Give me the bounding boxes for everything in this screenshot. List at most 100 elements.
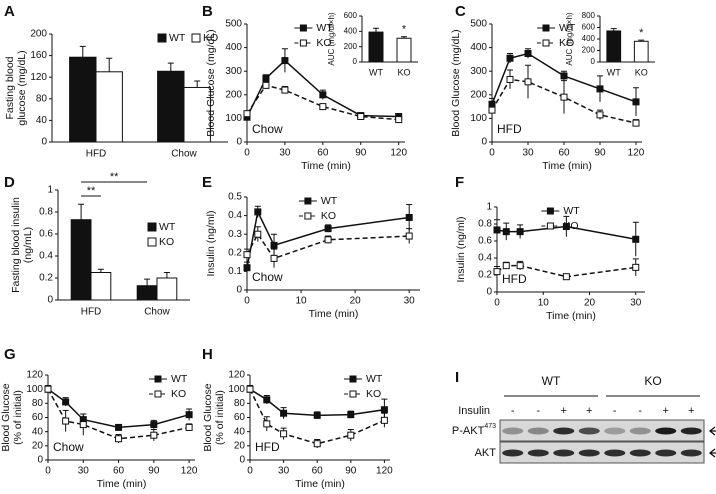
y-tick-label: 0.8 <box>478 219 492 230</box>
marker <box>632 263 640 271</box>
x-tick-label: 0 <box>244 296 250 307</box>
y-axis-label: (ng/mL) <box>22 227 34 263</box>
blot-band <box>502 427 524 435</box>
marker <box>44 385 52 393</box>
marker <box>150 421 158 429</box>
arrow <box>708 426 716 436</box>
blot-band <box>629 449 651 457</box>
y-tick-label: 400 <box>582 34 596 43</box>
legend-marker <box>299 39 307 47</box>
y-tick-label: 1 <box>47 185 53 196</box>
y-tick-label: 200 <box>30 29 47 40</box>
y-axis-label: Blood Glucose (mg/dL) <box>205 29 217 136</box>
y-tick-label: 0.2 <box>228 247 242 258</box>
panel-label: D <box>4 174 15 191</box>
x-tick-label: 90 <box>594 148 606 159</box>
treatment-sign: - <box>536 405 540 417</box>
significance: * <box>402 24 407 36</box>
y-tick-label: 400 <box>225 42 242 53</box>
marker <box>243 251 251 259</box>
x-tick-label: 60 <box>317 148 329 159</box>
y-tick-label: 200 <box>344 42 358 51</box>
y-axis-label: Insulin (ng/ml) <box>205 211 217 277</box>
y-tick-label: 0 <box>47 295 53 306</box>
marker <box>596 111 604 119</box>
y-tick-label: 0.1 <box>228 266 242 277</box>
marker <box>493 226 501 234</box>
x-tick-label: 0 <box>247 466 253 477</box>
y-tick-label: 80 <box>234 398 246 409</box>
marker <box>405 213 413 221</box>
panel-label: C <box>455 3 466 20</box>
y-tick-label: 120 <box>228 370 245 381</box>
bar <box>396 37 412 63</box>
legend-swatch <box>147 237 157 247</box>
legend-swatch <box>191 33 201 43</box>
legend-label: KO <box>171 388 186 400</box>
y-tick-label: 500 <box>470 19 487 30</box>
y-tick-label: 0 <box>236 137 242 148</box>
marker <box>562 223 570 231</box>
x-tick-label: 30 <box>522 148 534 159</box>
legend-label: KO <box>563 220 578 232</box>
bar <box>157 70 185 143</box>
x-tick-label: Chow <box>171 149 197 160</box>
y-tick-label: 20 <box>234 440 246 451</box>
y-tick-label: 0 <box>41 137 47 148</box>
x-tick-label: WT <box>369 67 383 77</box>
marker <box>632 235 640 243</box>
bar <box>136 285 158 301</box>
legend-label: KO <box>366 388 381 400</box>
bar <box>156 277 178 301</box>
marker <box>62 417 70 425</box>
y-tick-label: 0 <box>353 57 358 66</box>
y-tick-label: 0.4 <box>478 253 492 264</box>
bar <box>606 30 622 63</box>
panel-label: H <box>202 346 213 363</box>
row-label: AKT <box>475 447 497 459</box>
annotation: HFD <box>502 272 527 286</box>
x-tick-label: 30 <box>630 298 642 309</box>
marker <box>524 50 532 57</box>
x-tick-label: 0 <box>244 148 250 159</box>
x-tick-label: KO <box>635 67 648 77</box>
x-tick-label: HFD <box>81 307 102 318</box>
blot-band <box>604 427 626 435</box>
marker <box>280 409 288 417</box>
legend-marker <box>546 222 554 230</box>
panel-label: A <box>4 3 15 20</box>
legend-marker <box>304 212 312 220</box>
y-axis-label: AUC (mg/dl×h) <box>565 12 574 65</box>
x-tick-label: Chow <box>144 307 170 318</box>
marker <box>516 262 524 270</box>
x-axis-label: Time (min) <box>295 478 345 490</box>
y-axis-label: Fasting blood insulin <box>10 197 22 293</box>
legend-label: KO <box>203 32 218 44</box>
marker <box>313 411 321 419</box>
marker <box>270 254 278 262</box>
marker <box>562 273 570 281</box>
row-label-sup: 473 <box>484 423 496 430</box>
legend-marker <box>546 207 554 215</box>
marker <box>506 75 514 83</box>
group-label: WT <box>542 374 561 388</box>
marker <box>243 110 251 118</box>
blot-band <box>527 427 549 435</box>
y-tick-label: 0.2 <box>478 270 492 281</box>
y-tick-label: 0.5 <box>228 192 242 203</box>
y-tick-label: 80 <box>36 93 48 104</box>
marker <box>516 228 524 236</box>
marker <box>319 91 327 99</box>
legend-label: KO <box>559 37 574 49</box>
treatment-sign: - <box>511 405 515 417</box>
blot-band <box>655 449 677 457</box>
y-tick-label: 0 <box>486 287 492 298</box>
blot-strip <box>499 419 705 442</box>
blot-strip <box>499 441 705 464</box>
y-tick-label: 40 <box>32 426 44 437</box>
y-tick-label: 20 <box>32 440 44 451</box>
marker <box>380 406 388 414</box>
row-label: P-AKT473 <box>452 423 496 437</box>
blot-band <box>578 449 600 457</box>
marker <box>263 396 271 404</box>
